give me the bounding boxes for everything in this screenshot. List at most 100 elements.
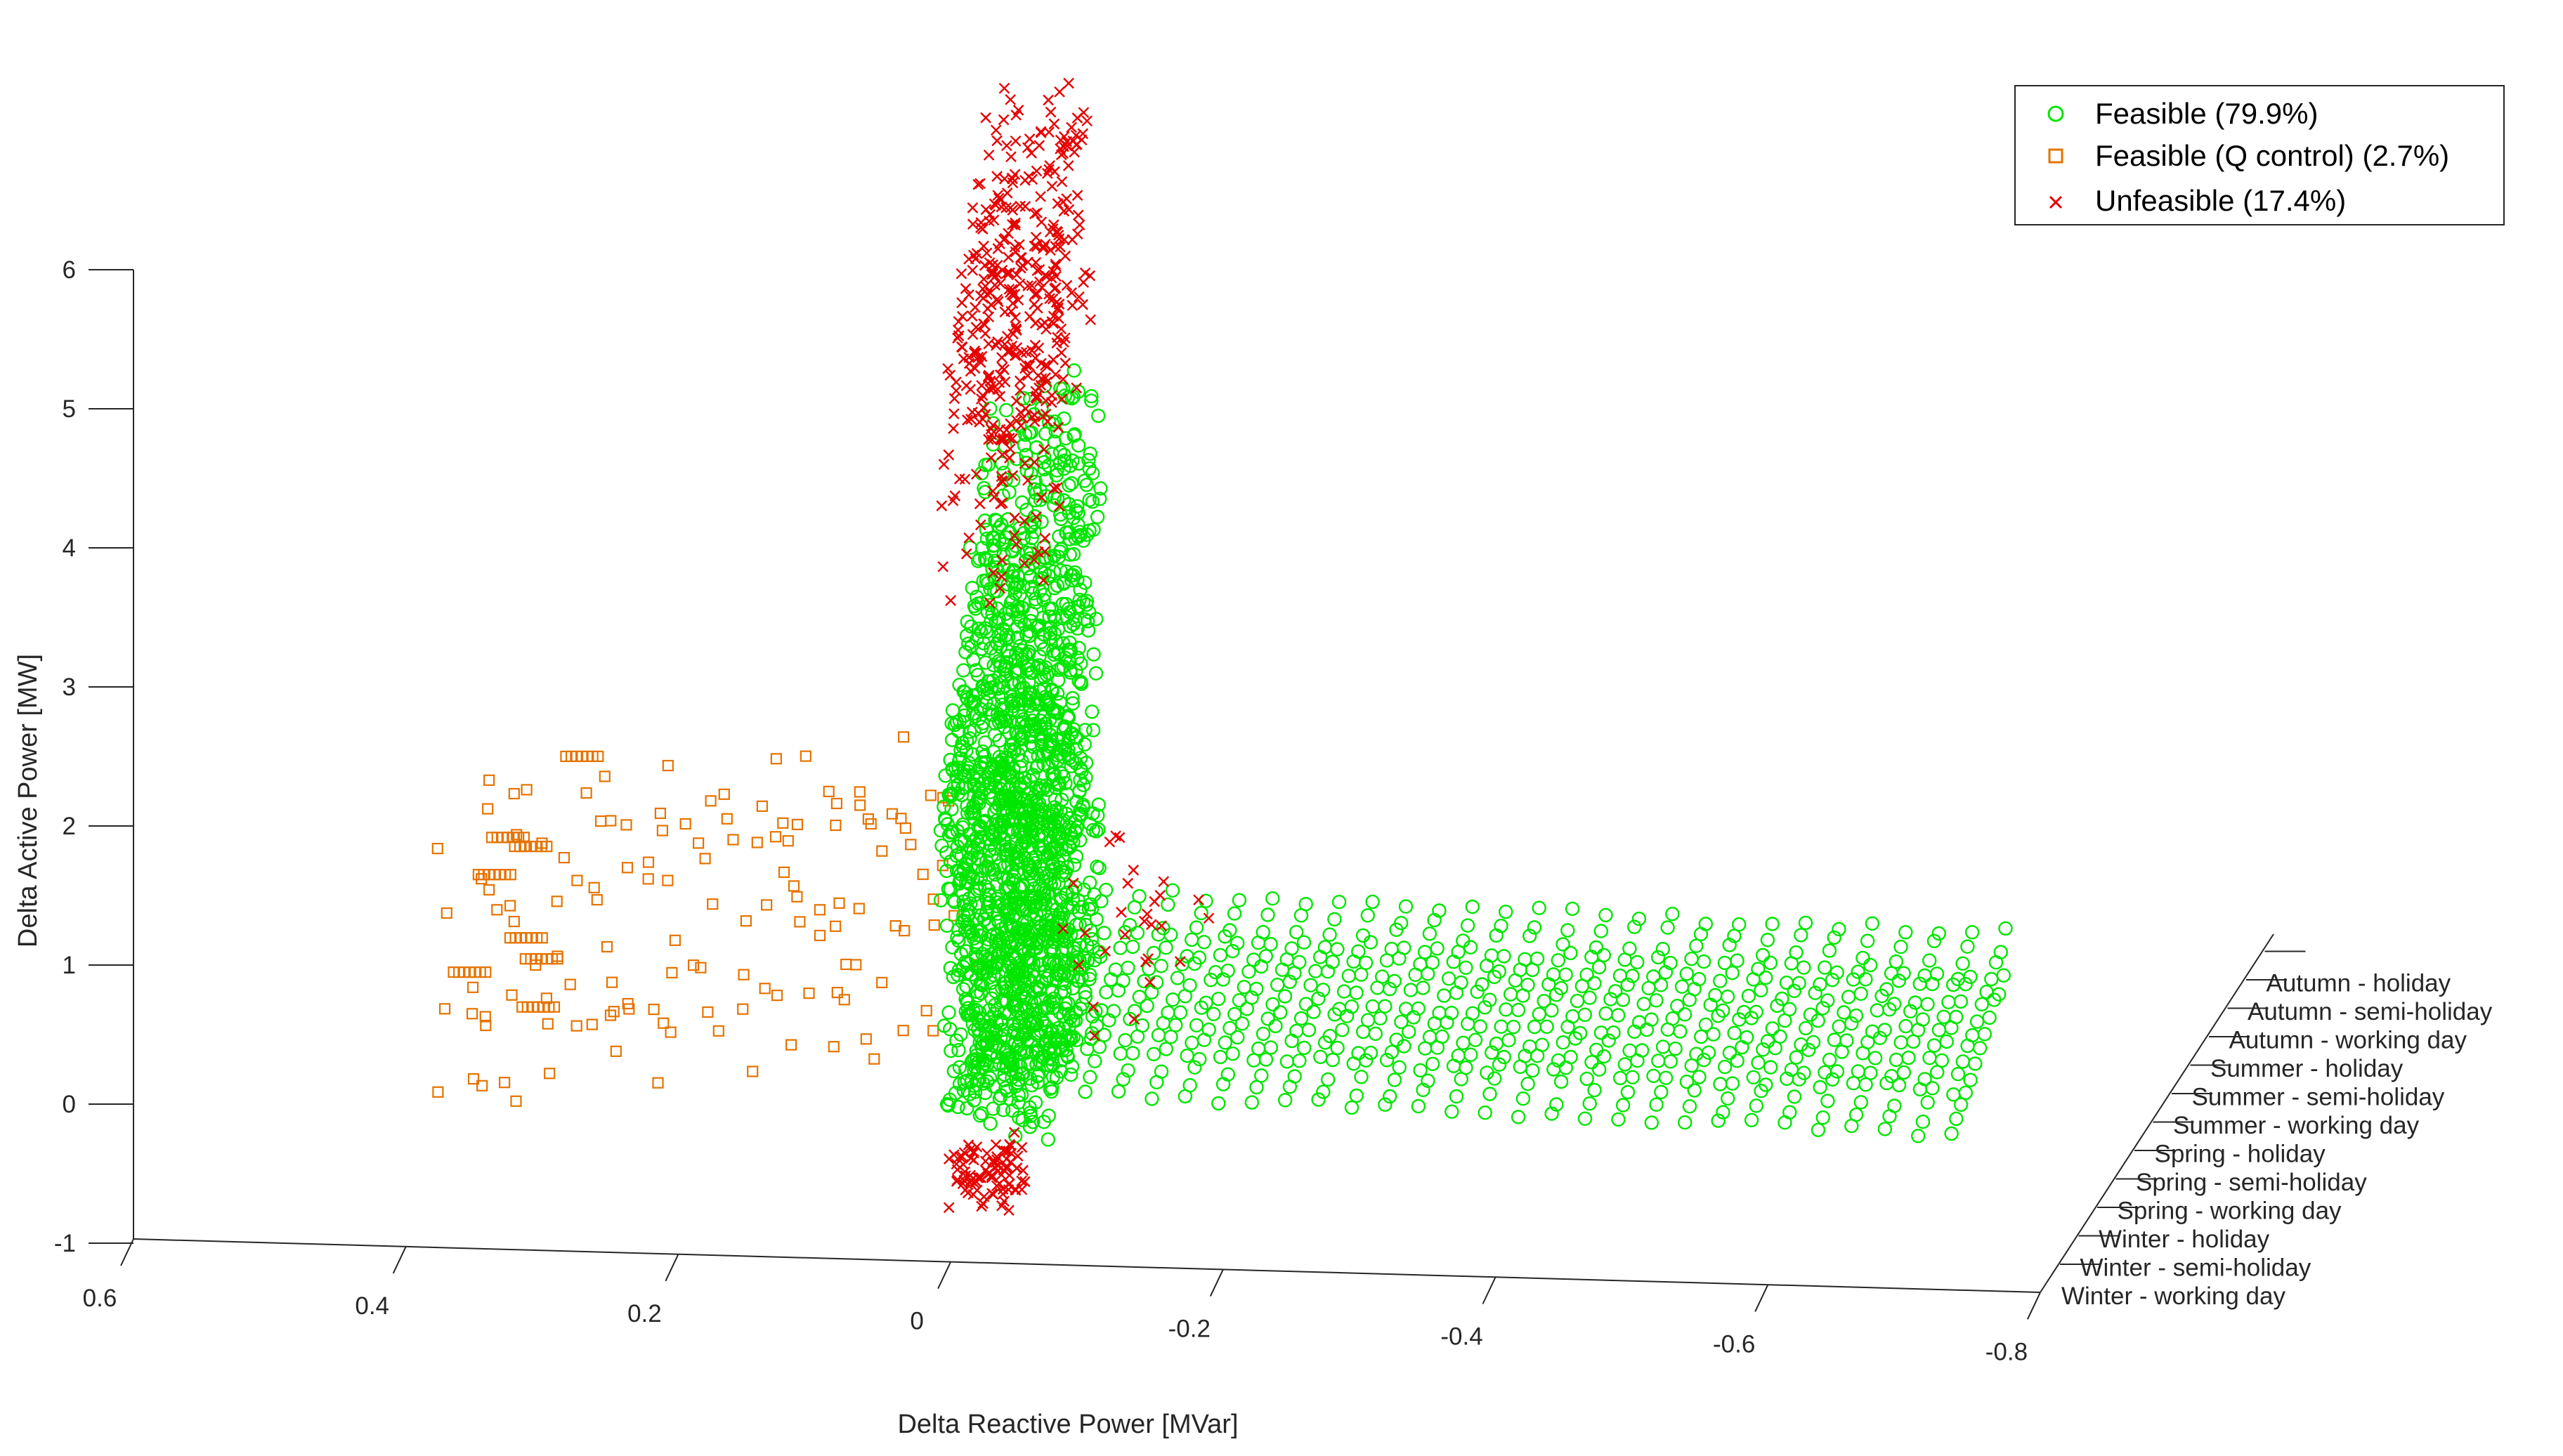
- feasible-q-control-point: [548, 1001, 561, 1013]
- feasible-point: [1917, 1072, 1932, 1087]
- feasible-point: [1086, 647, 1101, 662]
- feasible-point: [1027, 995, 1043, 1010]
- unfeasible-point: [1004, 443, 1016, 454]
- x-tick-label: 0.6: [83, 1285, 117, 1312]
- feasible-point: [1113, 940, 1128, 955]
- y-tick-label: 4: [63, 534, 76, 562]
- feasible-q-control-point: [542, 1018, 554, 1030]
- feasible-point: [1033, 727, 1049, 742]
- unfeasible-point: [1000, 202, 1012, 214]
- feasible-point: [960, 1101, 974, 1116]
- legend-entry-feasible-q-control: Feasible (Q control) (2.7%): [2095, 139, 2449, 172]
- feasible-point: [1456, 1035, 1470, 1051]
- feasible-point: [1003, 694, 1019, 709]
- unfeasible-point: [983, 149, 995, 161]
- feasible-point: [1746, 1070, 1761, 1085]
- feasible-point: [1189, 920, 1204, 935]
- feasible-point: [1111, 983, 1126, 998]
- feasible-point: [1185, 1035, 1199, 1050]
- feasible-point: [1211, 991, 1226, 1006]
- feasible-q-control-point: [740, 915, 752, 927]
- feasible-point: [1858, 1077, 1873, 1092]
- unfeasible-point: [1055, 323, 1067, 335]
- feasible-point: [1249, 1080, 1264, 1095]
- feasible-point: [1045, 643, 1061, 659]
- feasible-point: [1047, 766, 1062, 782]
- feasible-point: [1194, 1000, 1209, 1015]
- feasible-q-control-point: [642, 856, 655, 868]
- y-tick-label: 0: [63, 1091, 76, 1118]
- feasible-point: [1062, 751, 1077, 766]
- feasible-point: [1487, 1071, 1502, 1086]
- feasible-point: [1038, 660, 1053, 675]
- feasible-q-control-point: [658, 1017, 670, 1029]
- feasible-point: [1941, 995, 1956, 1010]
- feasible-point: [1036, 587, 1052, 603]
- feasible-point: [1029, 660, 1045, 675]
- unfeasible-point: [1048, 118, 1060, 130]
- feasible-point: [1057, 749, 1071, 765]
- unfeasible-point: [1040, 360, 1051, 371]
- feasible-point: [1625, 969, 1640, 983]
- feasible-point: [938, 768, 953, 783]
- feasible-point: [1263, 1040, 1279, 1055]
- feasible-point: [1351, 944, 1366, 959]
- feasible-point: [1751, 962, 1766, 976]
- feasible-point: [1024, 713, 1040, 728]
- feasible-point: [998, 402, 1014, 418]
- feasible-point: [1692, 1070, 1707, 1084]
- feasible-point: [1125, 939, 1140, 955]
- feasible-point: [993, 782, 1008, 796]
- feasible-point: [1060, 709, 1076, 723]
- feasible-point: [1998, 921, 2013, 936]
- feasible-point: [1007, 742, 1022, 757]
- feasible-point: [1765, 1021, 1780, 1036]
- feasible-point: [956, 817, 970, 832]
- unfeasible-point: [938, 459, 950, 470]
- unfeasible-point: [974, 519, 986, 531]
- unfeasible-point: [960, 283, 972, 294]
- feasible-point: [1019, 463, 1034, 478]
- unfeasible-point: [1174, 956, 1186, 967]
- feasible-point: [1382, 981, 1397, 997]
- feasible-point: [991, 756, 1007, 771]
- feasible-point: [960, 761, 976, 775]
- feasible-point: [1413, 1063, 1428, 1078]
- unfeasible-point: [953, 473, 965, 485]
- feasible-point: [1015, 601, 1029, 615]
- feasible-point: [1934, 1053, 1950, 1068]
- feasible-point: [1649, 993, 1664, 1008]
- feasible-point: [1062, 478, 1076, 493]
- unfeasible-point: [1003, 1179, 1015, 1191]
- unfeasible-point: [1021, 359, 1032, 371]
- feasible-point: [1950, 1066, 1966, 1082]
- unfeasible-point: [967, 202, 979, 214]
- feasible-point: [1161, 1005, 1175, 1021]
- feasible-point: [1558, 967, 1573, 982]
- feasible-point: [992, 533, 1007, 548]
- x-tick: [1754, 1284, 1769, 1312]
- feasible-point: [1023, 1106, 1038, 1120]
- unfeasible-point: [1039, 546, 1051, 558]
- feasible-point: [1444, 1104, 1459, 1119]
- feasible-point: [1298, 896, 1313, 912]
- feasible-point: [1225, 1046, 1240, 1061]
- feasible-point: [1530, 951, 1545, 966]
- feasible-point: [1065, 453, 1080, 468]
- unfeasible-point: [986, 434, 998, 445]
- unfeasible-point: [985, 299, 997, 310]
- feasible-q-control-point: [669, 934, 681, 946]
- x-tick: [392, 1246, 407, 1274]
- feasible-point: [1665, 1011, 1680, 1026]
- feasible-point: [1016, 969, 1031, 984]
- feasible-point: [1069, 742, 1084, 756]
- feasible-point: [977, 513, 992, 528]
- feasible-point: [1465, 1006, 1480, 1021]
- feasible-point: [952, 678, 967, 693]
- feasible-point: [1317, 940, 1333, 955]
- feasible-point: [987, 841, 1003, 856]
- unfeasible-point: [971, 248, 983, 259]
- feasible-point: [976, 679, 991, 694]
- feasible-point: [1006, 736, 1021, 751]
